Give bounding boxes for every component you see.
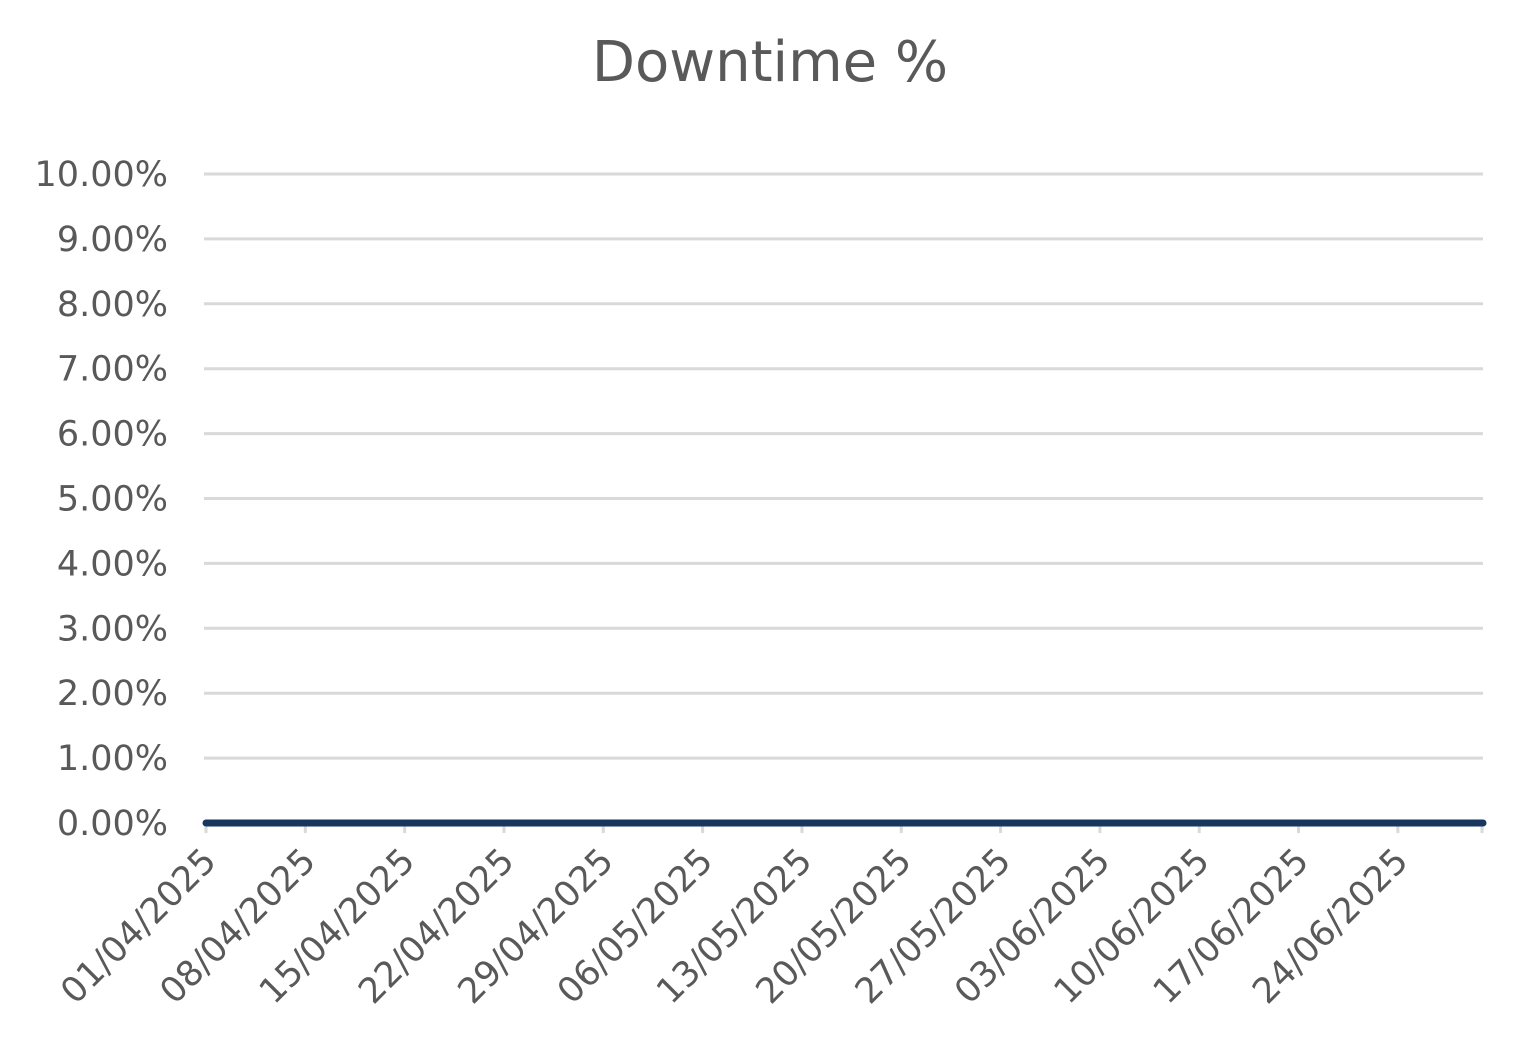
y-tick-label: 7.00% [57, 350, 168, 390]
y-tick-label: 4.00% [57, 544, 168, 584]
y-tick-label: 10.00% [35, 155, 168, 195]
y-tick-label: 3.00% [57, 609, 168, 649]
x-axis-tick-labels: 01/04/202508/04/202515/04/202522/04/2025… [53, 841, 1416, 1012]
y-tick-label: 9.00% [57, 220, 168, 260]
y-tick-label: 5.00% [57, 480, 168, 520]
gridlines [204, 172, 1483, 760]
y-axis-tick-labels: 0.00% 1.00% 2.00% 3.00% 4.00% 5.00% 6.00% 7.00%… [35, 155, 168, 844]
y-tick-label: 8.00% [57, 285, 168, 325]
y-tick-label: 1.00% [57, 739, 168, 779]
y-tick-label: 0.00% [57, 804, 168, 844]
chart-title: Downtime % [591, 30, 949, 95]
y-tick-label: 6.00% [57, 415, 168, 455]
y-tick-label: 2.00% [57, 674, 168, 714]
